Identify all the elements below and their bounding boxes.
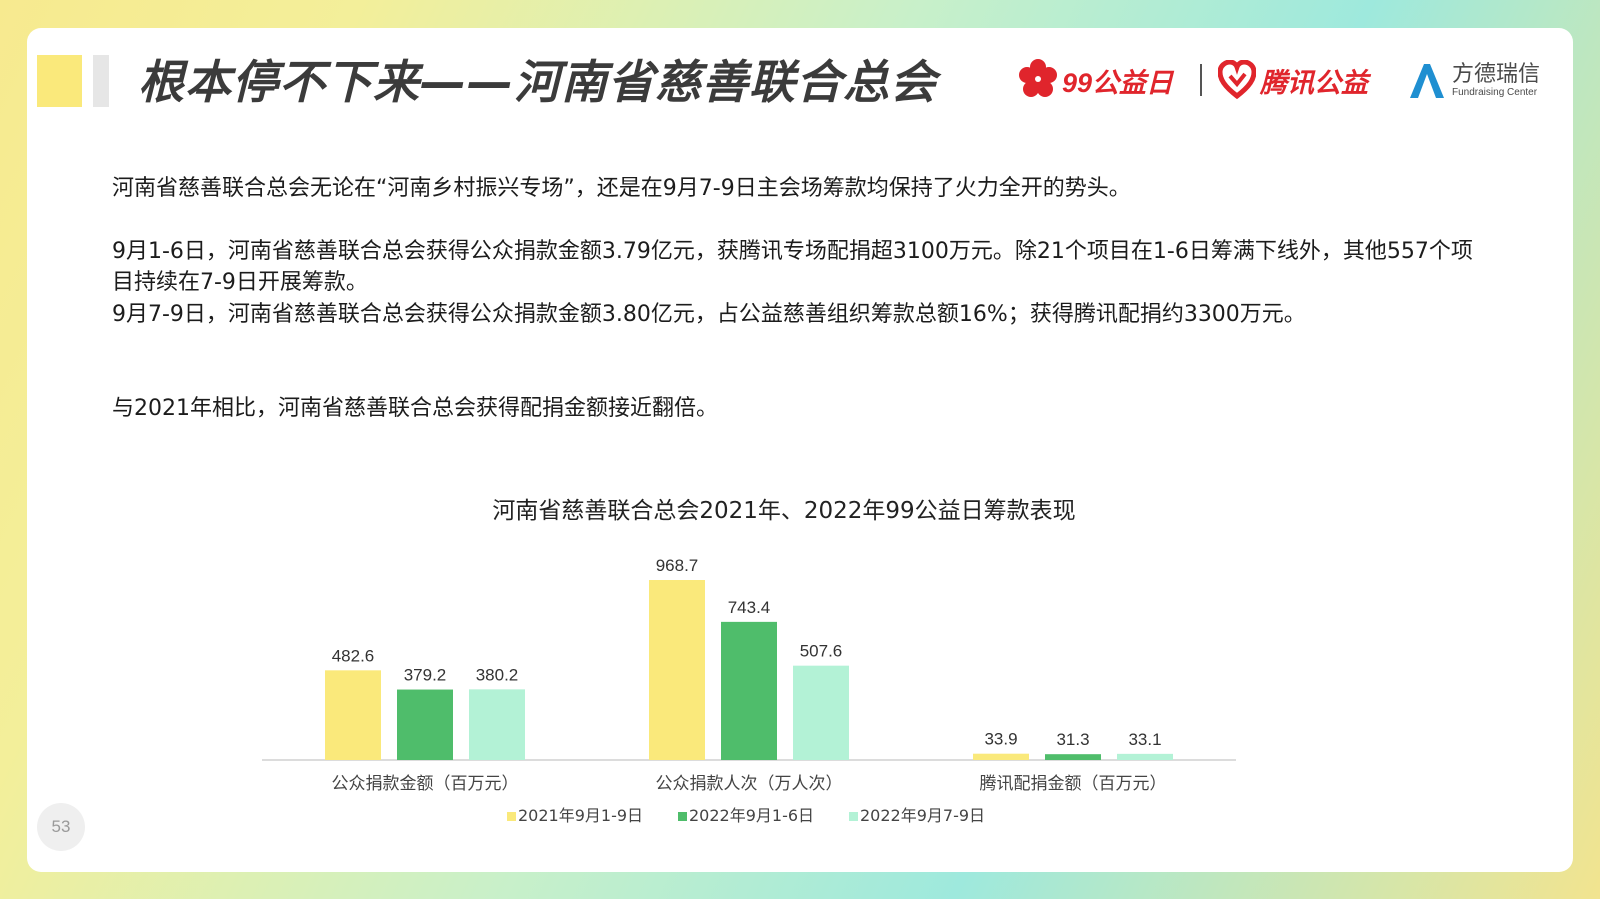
bar-2-2 <box>1117 753 1173 760</box>
logo-fd-text-en: Fundraising Center <box>1452 86 1538 98</box>
logo-99-gongyiri: 99公益日 <box>1018 55 1173 105</box>
bar-data-label: 31.3 <box>1056 730 1089 749</box>
red-flower-icon <box>1019 59 1057 97</box>
logo-tencent-text: 腾讯公益 <box>1260 67 1368 98</box>
legend-label: 2022年9月7-9日 <box>860 806 985 825</box>
bar-1-0 <box>649 580 705 760</box>
logo-fd-text-cn: 方德瑞信 <box>1452 60 1541 86</box>
x-tick-label: 公众捐款人次（万人次） <box>656 774 843 794</box>
bar-1-2 <box>793 665 849 760</box>
paragraph-1: 河南省慈善联合总会无论在“河南乡村振兴专场”，还是在9月7-9日主会场筹款均保持… <box>112 176 1131 201</box>
x-tick-label: 腾讯配捐金额（百万元） <box>980 774 1167 794</box>
bar-0-1 <box>397 689 453 760</box>
chart-title: 河南省慈善联合总会2021年、2022年99公益日筹款表现 <box>492 498 1076 524</box>
logo-divider <box>1200 64 1202 96</box>
bar-data-label: 379.2 <box>404 666 447 685</box>
title-accent-gray <box>93 55 109 107</box>
bar-1-1 <box>721 621 777 760</box>
page-number: 53 <box>37 803 85 851</box>
bar-2-0 <box>973 753 1029 760</box>
paragraph-4: 与2021年相比，河南省慈善联合总会获得配捐金额接近翻倍。 <box>112 396 718 421</box>
title-accent-yellow <box>37 55 82 107</box>
bar-data-label: 482.6 <box>332 646 375 665</box>
bar-data-label: 33.9 <box>984 730 1017 749</box>
red-heart-icon <box>1218 60 1256 100</box>
bar-data-label: 968.7 <box>656 556 699 575</box>
bar-0-0 <box>325 670 381 760</box>
bar-0-2 <box>469 689 525 760</box>
logo-99-text: 99公益日 <box>1062 67 1174 98</box>
paragraph-2: 9月1-6日，河南省慈善联合总会获得公众捐款金额3.79亿元，获腾讯专场配捐超3… <box>112 239 1473 295</box>
bar-2-1 <box>1045 754 1101 760</box>
bar-data-label: 33.1 <box>1128 730 1161 749</box>
blue-a-icon <box>1410 64 1444 98</box>
legend-swatch <box>507 812 516 821</box>
bar-data-label: 380.2 <box>476 665 519 684</box>
paragraph-3: 9月7-9日，河南省慈善联合总会获得公众捐款金额3.80亿元，占公益慈善组织筹款… <box>112 302 1306 327</box>
x-tick-label: 公众捐款金额（百万元） <box>332 774 519 794</box>
legend-swatch <box>678 812 687 821</box>
slide-title: 根本停不下来——河南省慈善联合总会 <box>138 55 937 109</box>
logo-tencent-gongyi: 腾讯公益 <box>1218 55 1368 105</box>
bar-data-label: 743.4 <box>728 598 771 617</box>
bar-data-label: 507.6 <box>800 642 843 661</box>
legend-swatch <box>849 812 858 821</box>
legend-label: 2021年9月1-9日 <box>518 806 643 825</box>
logo-fundraising-center: 方德瑞信 Fundraising Center <box>1406 55 1540 105</box>
legend-label: 2022年9月1-6日 <box>689 806 814 825</box>
